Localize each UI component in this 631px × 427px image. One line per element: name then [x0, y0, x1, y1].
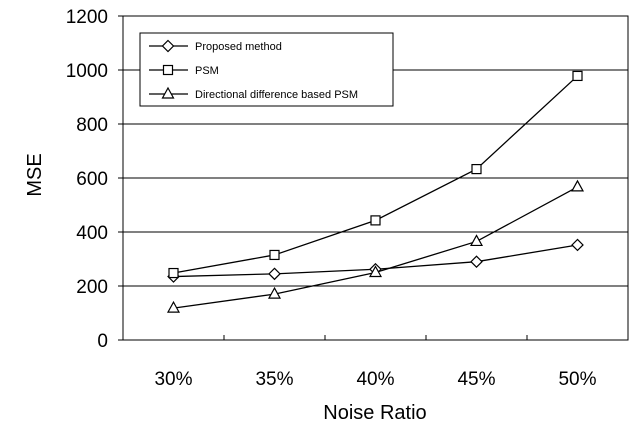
y-axis-title: MSE — [24, 153, 46, 196]
x-tick-label: 35% — [255, 369, 293, 390]
x-tick-label: 45% — [457, 369, 495, 390]
legend-marker — [161, 39, 175, 53]
data-point — [470, 255, 483, 269]
series-line — [173, 186, 578, 309]
y-axis-ticks: 0 200 400 600 800 1000 1200 — [66, 7, 123, 352]
legend-label: Proposed method — [195, 41, 282, 53]
x-axis-ticks: 30% 35% 40% 45% 50% — [154, 335, 597, 390]
legend: Proposed method PSM Directional difference… — [139, 32, 394, 107]
y-tick-label: 400 — [76, 223, 108, 244]
series-group — [166, 70, 585, 313]
x-tick-label: 50% — [558, 369, 596, 390]
legend-marker — [161, 86, 175, 99]
legend-label: PSM — [195, 65, 219, 77]
y-tick-label: 800 — [76, 115, 108, 136]
y-tick-label: 200 — [76, 277, 108, 298]
x-tick-label: 30% — [154, 369, 192, 390]
data-point — [471, 163, 482, 175]
data-point — [267, 286, 282, 299]
y-tick-label: 600 — [76, 169, 108, 190]
x-tick-label: 40% — [356, 369, 394, 390]
data-point — [370, 215, 381, 226]
data-point — [368, 265, 383, 278]
data-point — [571, 238, 584, 252]
data-point — [166, 300, 181, 313]
data-point — [269, 249, 280, 261]
y-tick-label: 1000 — [66, 61, 108, 82]
data-point — [570, 179, 585, 192]
y-tick-label: 1200 — [66, 7, 108, 28]
y-tick-label: 0 — [97, 331, 108, 352]
legend-label: Directional difference based PSM — [195, 89, 358, 101]
data-point — [469, 234, 484, 247]
data-point — [572, 70, 583, 82]
x-axis-title: Noise Ratio — [323, 402, 426, 424]
data-point — [268, 267, 281, 281]
legend-marker — [162, 64, 174, 76]
data-point — [168, 267, 179, 279]
